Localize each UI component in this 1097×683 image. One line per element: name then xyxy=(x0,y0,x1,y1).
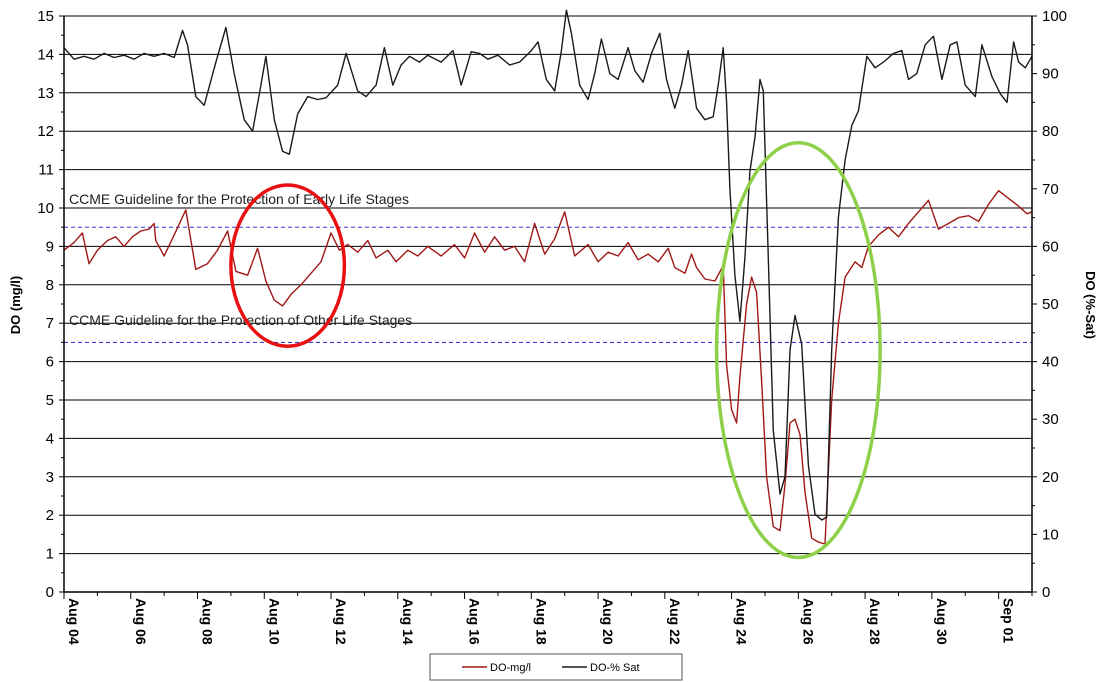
x-tick-label: Aug 22 xyxy=(667,598,683,645)
y-tick-label: 4 xyxy=(46,430,54,447)
y-tick-label: 7 xyxy=(46,315,54,332)
x-tick-label: Aug 08 xyxy=(200,598,216,645)
x-tick-label: Aug 26 xyxy=(800,598,816,645)
y2-tick-label: 30 xyxy=(1042,411,1059,428)
y-tick-label: 10 xyxy=(37,200,54,217)
y-tick-label: 3 xyxy=(46,469,54,486)
y2-tick-label: 80 xyxy=(1042,123,1059,140)
x-tick-label: Aug 06 xyxy=(133,598,149,645)
y-tick-label: 9 xyxy=(46,238,54,255)
y-tick-label: 11 xyxy=(38,162,54,179)
legend-label-do-sat: DO-% Sat xyxy=(590,662,640,674)
y-tick-label: 14 xyxy=(37,46,54,63)
y-tick-label: 13 xyxy=(37,85,54,102)
x-tick-label: Aug 12 xyxy=(333,598,349,645)
y-tick-label: 8 xyxy=(46,277,54,294)
x-tick-label: Aug 28 xyxy=(867,598,883,645)
guideline-lines: CCME Guideline for the Protection of Ear… xyxy=(64,191,1032,343)
y-tick-label: 0 xyxy=(46,584,54,601)
y-tick-label: 1 xyxy=(46,546,54,563)
y2-tick-label: 20 xyxy=(1042,469,1059,486)
y2-tick-label: 70 xyxy=(1042,181,1059,198)
y-tick-label: 6 xyxy=(46,354,54,371)
y-tick-label: 2 xyxy=(46,507,54,524)
y2-tick-label: 40 xyxy=(1042,354,1059,371)
y-axis-title: DO (mg/l) xyxy=(8,276,23,335)
series-line-do-sat xyxy=(63,9,1033,521)
y2-tick-label: 10 xyxy=(1042,526,1059,543)
annotation-ellipses xyxy=(229,140,882,560)
y-tick-label: 5 xyxy=(46,392,54,409)
y2-tick-label: 100 xyxy=(1042,8,1067,25)
x-tick-label: Sep 01 xyxy=(1001,598,1017,643)
guideline-label: CCME Guideline for the Protection of Ear… xyxy=(69,191,409,207)
x-tick-label: Aug 18 xyxy=(533,598,549,645)
x-tick-label: Aug 16 xyxy=(467,598,483,645)
axes xyxy=(59,15,1037,599)
x-tick-label: Aug 30 xyxy=(934,598,950,645)
y2-tick-label: 60 xyxy=(1042,238,1059,255)
y2-axis-title: DO (%-Sat) xyxy=(1083,271,1097,339)
y2-tick-label: 90 xyxy=(1042,66,1059,83)
series-line-do-mgl xyxy=(63,189,1033,545)
annotation-ellipse-green xyxy=(714,140,882,560)
x-tick-label: Aug 04 xyxy=(66,598,82,645)
x-tick-label: Aug 14 xyxy=(400,598,416,645)
x-tick-label: Aug 24 xyxy=(734,598,750,645)
y2-tick-label: 50 xyxy=(1042,296,1059,313)
y-tick-label: 12 xyxy=(37,123,54,140)
x-tick-label: Aug 10 xyxy=(266,598,282,645)
legend-label-do-mgl: DO-mg/l xyxy=(490,662,531,674)
x-tick-label: Aug 20 xyxy=(600,598,616,645)
series-lines xyxy=(63,9,1033,545)
annotation-ellipse-red xyxy=(229,183,347,348)
legend: DO-mg/l DO-% Sat xyxy=(429,653,683,681)
gridlines xyxy=(64,15,1032,593)
y2-tick-label: 0 xyxy=(1042,584,1050,601)
tick-labels: 0123456789101112131415010203040506070809… xyxy=(37,8,1067,645)
y-tick-label: 15 xyxy=(37,8,54,25)
